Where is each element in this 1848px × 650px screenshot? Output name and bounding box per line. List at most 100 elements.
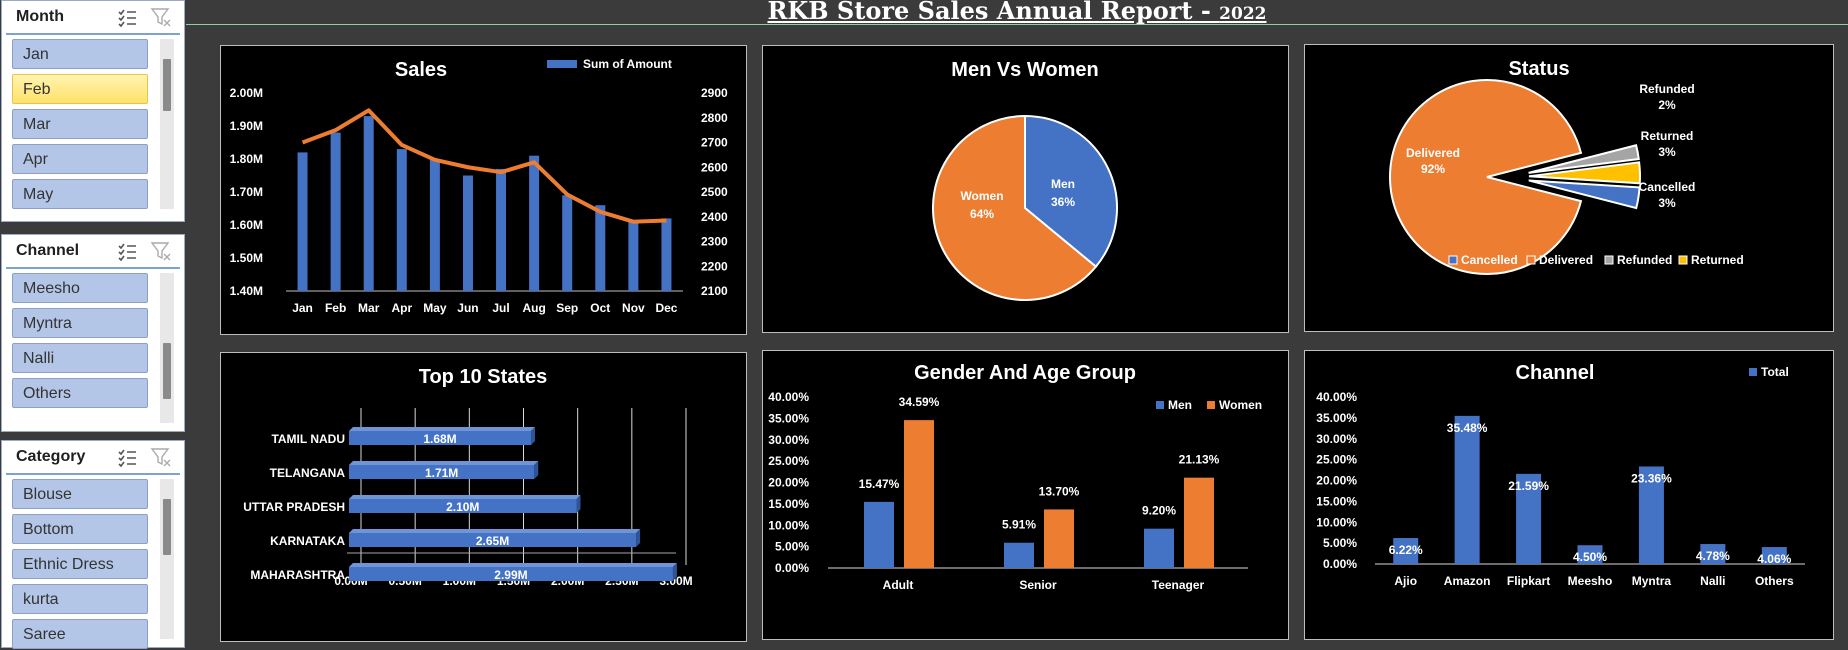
bar-oct <box>595 205 606 291</box>
slice-value: 64% <box>970 207 994 221</box>
category-slicer-title: Category <box>16 448 86 465</box>
bar-tamil-nadu <box>349 431 531 445</box>
month-slicer-list: Jan Feb Mar Apr May <box>2 35 184 209</box>
y-axis-tick: 0.00% <box>775 561 809 575</box>
x-axis-tick: Ajio <box>1394 574 1417 588</box>
legend-swatch-women <box>1207 401 1215 409</box>
slice-label: Women <box>960 189 1003 203</box>
legend-label: Sum of Amount <box>583 57 672 71</box>
slicer-item-may[interactable]: May <box>12 179 148 209</box>
channel-scrollbar[interactable] <box>160 273 174 423</box>
slicer-item-kurta[interactable]: kurta <box>12 584 148 614</box>
top-states-chart[interactable]: Top 10 States0.00M0.50M1.00M1.50M2.00M2.… <box>220 352 747 642</box>
legend-label: Men <box>1168 398 1192 412</box>
y-axis-category: TELANGANA <box>270 466 346 480</box>
slicer-item-jan[interactable]: Jan <box>12 39 148 69</box>
x-axis-tick: May <box>423 301 447 315</box>
x-axis-tick: Sep <box>556 301 578 315</box>
bar-side-1 <box>534 461 539 479</box>
y-axis-tick-right: 2500 <box>701 185 728 199</box>
x-axis-tick: Myntra <box>1632 574 1672 588</box>
multi-select-icon[interactable] <box>116 240 138 262</box>
bar-value-label: 34.59% <box>899 395 940 409</box>
status-chart-svg: Status Delivered 92% Refunded 2% Returned 3% Ca… <box>1389 58 1744 275</box>
bar-value-label: 2.10M <box>446 500 479 514</box>
top-states-chart-svg: Top 10 States0.00M0.50M1.00M1.50M2.00M2.… <box>243 366 692 588</box>
slice-label: Returned <box>1641 129 1694 143</box>
report-title: RKB Store Sales Annual Report - 2022 <box>186 0 1848 25</box>
bar-value-label: 2.65M <box>476 534 509 548</box>
bar-nov <box>628 221 639 291</box>
bar-adult-women <box>904 420 934 568</box>
slicer-item-saree[interactable]: Saree <box>12 619 148 649</box>
y-axis-tick: 35.00% <box>768 411 809 425</box>
bar-ajio <box>1393 538 1419 564</box>
slicer-item-meesho[interactable]: Meesho <box>12 273 148 303</box>
bar-side-4 <box>672 563 677 581</box>
x-axis-tick: Meesho <box>1568 574 1613 588</box>
y-axis-tick: 25.00% <box>768 454 809 468</box>
slicer-item-apr[interactable]: Apr <box>12 144 148 174</box>
multi-select-icon[interactable] <box>116 6 138 28</box>
men-vs-women-chart[interactable]: Men Vs Women Men 36% Women 64% <box>762 45 1289 333</box>
multi-select-icon[interactable] <box>116 446 138 468</box>
bar-value-label: 2.99M <box>494 568 527 582</box>
slicer-item-blouse[interactable]: Blouse <box>12 479 148 509</box>
legend-swatch-returned <box>1678 255 1688 265</box>
pie-slice-men <box>1024 114 1118 269</box>
y-axis-tick-right: 2900 <box>701 86 728 100</box>
bar-value-label: 35.48% <box>1447 421 1488 435</box>
bar-value-label: 21.13% <box>1179 453 1220 467</box>
slicer-item-bottom[interactable]: Bottom <box>12 514 148 544</box>
month-slicer-title: Month <box>16 8 64 25</box>
x-axis-tick: Jun <box>457 301 478 315</box>
x-axis-tick: Aug <box>522 301 545 315</box>
clear-filter-icon[interactable] <box>150 6 172 28</box>
y-axis-tick-left: 1.60M <box>230 218 263 232</box>
y-axis-tick-right: 2800 <box>701 111 728 125</box>
channel-chart[interactable]: Channel 0.00% 5.00% 10.00% 15.00% 20.00% 25.00… <box>1304 350 1834 640</box>
legend-swatch-men <box>1156 401 1164 409</box>
y-axis-tick: 5.00% <box>1323 536 1357 550</box>
category-scrollbar[interactable] <box>160 479 174 639</box>
x-axis-tick: Teenager <box>1152 578 1205 592</box>
bar-mar <box>363 116 374 291</box>
x-axis-tick: Adult <box>883 578 914 592</box>
bar-top-0 <box>349 427 535 431</box>
category-slicer-list: Blouse Bottom Ethnic Dress kurta Saree <box>2 475 184 649</box>
y-axis-category: KARNATAKA <box>270 534 345 548</box>
y-axis-tick: 10.00% <box>1316 515 1357 529</box>
bar-top-2 <box>349 495 581 499</box>
slicer-item-myntra[interactable]: Myntra <box>12 308 148 338</box>
bar-karnataka <box>349 533 637 547</box>
legend-label: Refunded <box>1617 253 1672 267</box>
legend-label: Women <box>1219 398 1262 412</box>
slicer-item-ethnic-dress[interactable]: Ethnic Dress <box>12 549 148 579</box>
slicer-item-feb[interactable]: Feb <box>12 74 148 104</box>
channel-slicer: Channel Meesho Myntra Nalli Others <box>1 234 185 432</box>
chart-title: Channel <box>1516 362 1595 384</box>
y-axis-tick: 15.00% <box>1316 494 1357 508</box>
slicer-item-mar[interactable]: Mar <box>12 109 148 139</box>
clear-filter-icon[interactable] <box>150 446 172 468</box>
bar-maharashtra <box>349 567 673 581</box>
bar-jan <box>297 152 308 291</box>
clear-filter-icon[interactable] <box>150 240 172 262</box>
pie-slice-returned <box>1528 161 1641 185</box>
status-chart[interactable]: Status Delivered 92% Refunded 2% Returned 3% Ca… <box>1304 44 1834 332</box>
sales-chart[interactable]: Sales 1.40M 1.50M 1.60M 1.70M 1.80M 1.90M 2.00M… <box>220 45 747 335</box>
month-scrollbar[interactable] <box>160 39 174 209</box>
x-axis-tick: Apr <box>391 301 412 315</box>
gender-age-chart[interactable]: Gender And Age Group 0.00% 5.00% 10.00% 15.0… <box>762 350 1289 640</box>
x-axis-tick: Jan <box>292 301 313 315</box>
x-axis-tick: Dec <box>655 301 677 315</box>
slicer-item-others[interactable]: Others <box>12 378 148 408</box>
bar-side-3 <box>636 529 641 547</box>
bar-value-label: 1.71M <box>425 466 458 480</box>
slicer-item-nalli[interactable]: Nalli <box>12 343 148 373</box>
chart-title: Gender And Age Group <box>914 362 1136 384</box>
bar-senior-men <box>1004 542 1034 568</box>
chart-title: Men Vs Women <box>951 59 1098 81</box>
month-slicer: Month Jan Feb Mar Apr May <box>1 0 185 222</box>
pie-slice-refunded <box>1528 144 1640 174</box>
